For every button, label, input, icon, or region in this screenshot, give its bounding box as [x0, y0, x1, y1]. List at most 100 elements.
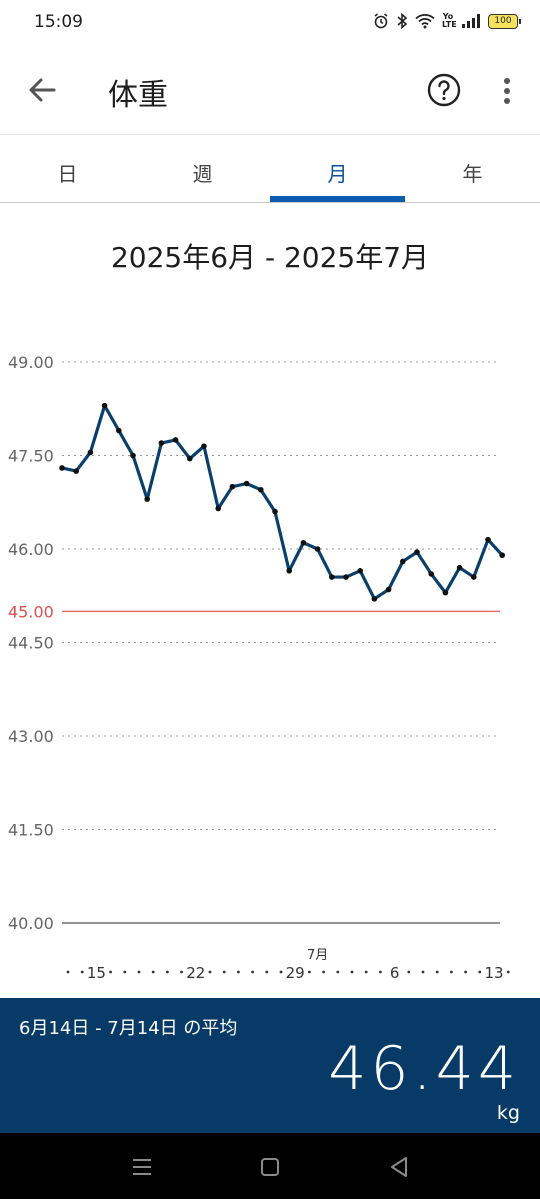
weight-data-point — [172, 437, 179, 443]
x-axis-dot — [237, 970, 240, 974]
volte-icon: Yo LTE — [442, 12, 457, 29]
weight-data-point — [158, 440, 165, 446]
system-nav-bar — [0, 1133, 540, 1199]
bluetooth-icon — [396, 12, 408, 30]
status-time: 15:09 — [34, 12, 83, 32]
home-button[interactable] — [255, 1153, 285, 1181]
x-axis-dot — [350, 970, 354, 974]
y-tick-label: 46.00 — [8, 540, 54, 559]
weight-data-point — [414, 549, 420, 555]
period-tabs: 日 週 月 年 — [0, 150, 540, 203]
weight-data-point — [357, 568, 364, 574]
x-axis-dot — [407, 970, 411, 974]
back-triangle-icon — [391, 1157, 407, 1177]
tab-year[interactable]: 年 — [462, 162, 483, 186]
x-axis-dot — [464, 970, 467, 974]
x-axis-dot — [222, 970, 226, 974]
x-axis-dot — [137, 970, 141, 974]
weight-data-point — [371, 596, 378, 602]
x-axis-dot — [379, 970, 382, 974]
weight-data-point — [201, 443, 207, 449]
recent-apps-button[interactable] — [127, 1153, 157, 1181]
x-axis-dot — [123, 970, 127, 974]
x-tick-label: 22 — [186, 964, 205, 982]
signal-icon — [461, 12, 481, 30]
y-tick-label: 40.00 — [8, 914, 54, 933]
x-axis-dot — [322, 970, 325, 974]
x-axis-dot — [435, 970, 439, 974]
arrow-left-icon — [29, 78, 56, 102]
x-axis-dot — [450, 970, 453, 974]
x-tick-label: 15 — [87, 964, 106, 982]
x-axis-dot — [279, 970, 283, 974]
weight-data-point — [286, 568, 293, 574]
status-icons: Yo LTE 100 — [373, 12, 521, 30]
x-tick-label: 6 — [390, 964, 400, 982]
y-tick-label: 47.50 — [8, 447, 54, 466]
weight-data-point — [400, 558, 406, 565]
weight-data-point — [428, 571, 435, 577]
x-tick-label: 13 — [484, 964, 503, 982]
weight-data-point — [442, 589, 449, 596]
weight-data-point — [59, 465, 65, 471]
x-axis-dot — [506, 970, 510, 974]
back-button[interactable] — [24, 72, 60, 108]
y-tick-label: 45.00 — [8, 602, 54, 621]
weight-data-point — [385, 586, 392, 593]
x-tick-label: 29 — [286, 964, 305, 982]
page-title: 体重 — [108, 78, 168, 113]
weight-chart[interactable]: 49.00 47.50 46.00 45.00 44.50 43.00 41.50 40.00… — [0, 300, 540, 990]
average-summary-panel: 6月14日 - 7月14日 の平均 46.44 kg — [0, 998, 540, 1133]
weight-data-point — [215, 505, 221, 512]
weight-data-point — [229, 483, 236, 490]
weight-data-point — [471, 574, 477, 580]
status-bar: 15:09 Yo LTE 100 — [0, 0, 540, 46]
x-axis-dot — [180, 970, 184, 974]
alarm-icon — [373, 12, 389, 30]
x-axis-dot — [80, 970, 84, 974]
x-axis-dot — [208, 970, 212, 974]
x-axis-dot — [336, 970, 340, 974]
weight-data-point — [87, 449, 94, 456]
system-back-button[interactable] — [384, 1153, 414, 1181]
y-tick-label: 43.00 — [8, 727, 54, 746]
average-weight-value: 46.44 — [328, 1034, 520, 1104]
weight-data-point — [343, 574, 349, 580]
tab-day[interactable]: 日 — [57, 162, 78, 186]
x-axis-dot — [251, 970, 255, 974]
wifi-icon — [415, 12, 435, 30]
y-tick-label: 41.50 — [8, 821, 54, 840]
x-axis-dot — [364, 970, 368, 974]
x-axis-dot — [421, 970, 425, 974]
weight-data-point — [300, 539, 307, 546]
x-axis-dot — [265, 970, 269, 974]
y-tick-label: 49.00 — [8, 353, 54, 372]
more-options-button[interactable] — [496, 76, 518, 106]
weight-data-point — [485, 536, 491, 543]
y-tick-label: 44.50 — [8, 634, 54, 653]
average-period-label: 6月14日 - 7月14日 の平均 — [19, 1018, 238, 1039]
weight-data-point — [187, 455, 193, 462]
weight-data-point — [101, 402, 108, 409]
weight-data-point — [243, 480, 250, 487]
x-axis-dot — [66, 970, 70, 974]
menu-icon — [133, 1159, 151, 1175]
weight-data-point — [456, 564, 463, 571]
weight-data-point — [272, 508, 278, 515]
x-axis-dot — [166, 970, 169, 974]
tab-week[interactable]: 週 — [192, 162, 213, 186]
x-axis-dot — [109, 970, 112, 974]
question-circle-icon — [427, 73, 461, 107]
x-axis-dot — [308, 970, 311, 974]
tab-month[interactable]: 月 — [327, 162, 348, 186]
weight-series-line — [60, 404, 504, 601]
month-label: 7月 — [307, 948, 328, 963]
weight-data-point — [499, 552, 506, 559]
battery-icon: 100 — [488, 13, 521, 29]
weight-data-point — [130, 452, 136, 459]
x-axis-dot — [478, 970, 482, 974]
home-icon — [261, 1158, 279, 1176]
help-button[interactable] — [427, 73, 461, 107]
x-axis-dot — [151, 970, 155, 974]
weight-unit: kg — [496, 1102, 520, 1124]
